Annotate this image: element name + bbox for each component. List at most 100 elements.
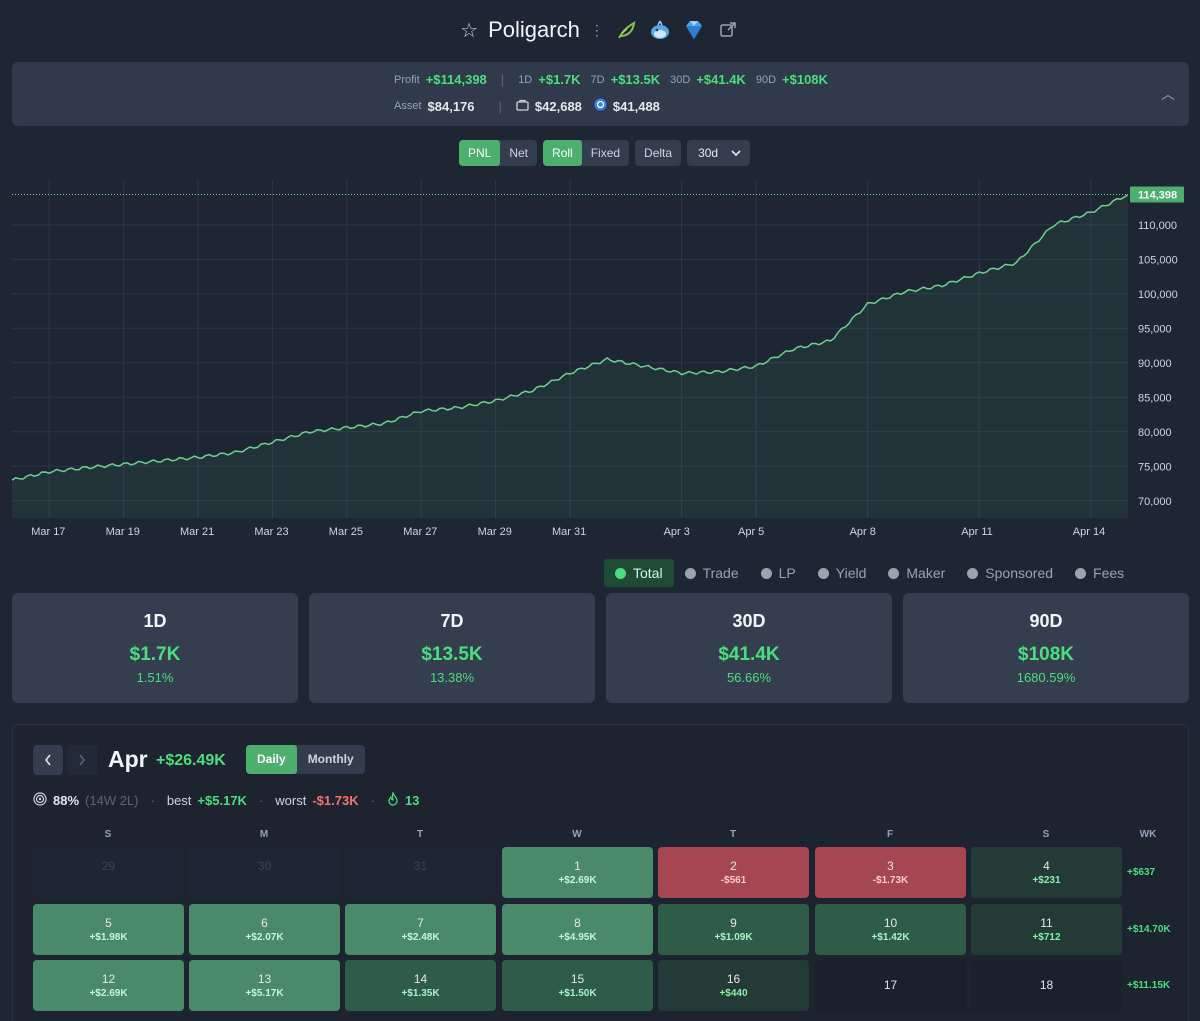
legend-label: Yield (835, 565, 867, 581)
legend-label: Sponsored (985, 565, 1054, 581)
external-link-icon[interactable] (716, 18, 740, 42)
day-number: 14 (413, 972, 428, 986)
legend-item-total[interactable]: Total (604, 559, 674, 587)
day-pnl: +$1.42K (871, 932, 910, 943)
d7-value: +$13.5K (610, 72, 661, 87)
day-number: 4 (1043, 859, 1050, 873)
calendar-day-cell[interactable]: 13 +$5.17K (189, 960, 340, 1011)
calendar-day-cell[interactable]: 9 +$1.09K (658, 904, 809, 955)
wallet-icon (516, 99, 529, 114)
day-number: 10 (883, 916, 898, 930)
month-title: Apr (108, 746, 148, 772)
x-tick-label: Mar 23 (254, 526, 288, 538)
profit-value: +$114,398 (425, 72, 487, 87)
separator-dot: · (150, 793, 155, 808)
day-number: 5 (105, 916, 112, 930)
calendar-day-cell[interactable]: 8 +$4.95K (502, 904, 653, 955)
legend-item-fees[interactable]: Fees (1064, 559, 1135, 587)
d30-value: +$41.4K (696, 72, 746, 87)
daily-button[interactable]: Daily (246, 745, 297, 774)
next-month-button[interactable] (67, 745, 97, 775)
calendar-day-cell[interactable]: 17 (815, 960, 966, 1011)
calendar-day-cell[interactable]: 4 +$231 (971, 847, 1122, 898)
period-label: 90D (1029, 611, 1063, 631)
x-tick-label: Mar 29 (478, 526, 512, 538)
win-loss-record: (14W 2L) (85, 793, 139, 808)
range-select-value: 30d (698, 146, 719, 160)
asset-label: Asset (394, 100, 422, 112)
target-icon (33, 792, 47, 809)
calendar-day-cell[interactable]: 6 +$2.07K (189, 904, 340, 955)
calendar-day-cell: 29 (33, 847, 184, 898)
streak-flame-icon (387, 791, 399, 809)
weekday-header: M (259, 829, 269, 840)
legend-item-yield[interactable]: Yield (807, 559, 878, 587)
diamond-badge-icon (682, 18, 706, 42)
calendar-day-cell[interactable]: 15 +$1.50K (502, 960, 653, 1011)
chevron-down-icon (731, 149, 741, 156)
whale-badge-icon (648, 18, 672, 42)
month-nav (33, 745, 97, 775)
day-pnl: +$712 (1032, 932, 1061, 943)
day-number: 6 (261, 916, 268, 930)
y-tick-label: 95,000 (1138, 323, 1172, 335)
day-number: 15 (570, 972, 585, 986)
legend-item-sponsored[interactable]: Sponsored (956, 559, 1064, 587)
week-total: +$11.15K (1127, 980, 1171, 991)
day-pnl: -$1.73K (872, 875, 909, 886)
day-pnl: +$2.69K (89, 988, 128, 999)
collapse-chevron-icon[interactable]: ︿ (1161, 86, 1175, 102)
pnl-button[interactable]: PNL (459, 140, 501, 166)
legend-item-maker[interactable]: Maker (877, 559, 956, 587)
favorite-star-icon[interactable]: ☆ (460, 19, 479, 42)
calendar-day-cell[interactable]: 14 +$1.35K (345, 960, 496, 1011)
legend-item-lp[interactable]: LP (750, 559, 807, 587)
calendar-day-cell[interactable]: 16 +$440 (658, 960, 809, 1011)
weekday-header: S (1042, 829, 1050, 840)
more-options-icon[interactable]: ⋮ (589, 21, 604, 38)
period-card-7d: 7D $13.5K 13.38% (309, 593, 595, 703)
calendar-day-cell[interactable]: 1 +$2.69K (502, 847, 653, 898)
day-number: 13 (257, 972, 272, 986)
legend-item-trade[interactable]: Trade (674, 559, 750, 587)
calendar-day-cell[interactable]: 11 +$712 (971, 904, 1122, 955)
monthly-button[interactable]: Monthly (307, 752, 354, 766)
fixed-button[interactable]: Fixed (590, 146, 621, 160)
x-tick-label: Mar 21 (180, 526, 214, 538)
range-select[interactable]: 30d (687, 140, 751, 166)
pnl-net-toggle: PNL Net (459, 140, 538, 166)
calendar-day-cell[interactable]: 12 +$2.69K (33, 960, 184, 1011)
day-pnl: +$5.17K (245, 988, 284, 999)
period-card-30d: 30D $41.4K 56.66% (606, 593, 892, 703)
profit-row: Profit +$114,398 | 1D +$1.7K 7D +$13.5K … (394, 72, 828, 87)
calendar-day-cell: 31 (345, 847, 496, 898)
chevron-right-icon (79, 754, 86, 766)
weekday-header: W (572, 829, 582, 840)
delta-button[interactable]: Delta (644, 146, 673, 160)
period-label: 7D (440, 611, 464, 631)
legend-label: LP (778, 565, 796, 581)
divider: | (498, 98, 502, 114)
calendar-day-cell[interactable]: 7 +$2.48K (345, 904, 496, 955)
calendar-day-cell[interactable]: 18 (971, 960, 1122, 1011)
roll-button[interactable]: Roll (543, 140, 582, 166)
x-tick-label: Apr 5 (738, 526, 764, 538)
period-value: $1.7K (129, 644, 181, 665)
calendar-day-cell[interactable]: 3 -$1.73K (815, 847, 966, 898)
day-number: 2 (730, 859, 737, 873)
prev-month-button[interactable] (33, 745, 63, 775)
day-pnl: +$2.48K (401, 932, 440, 943)
legend-label: Fees (1093, 565, 1125, 581)
calendar-day-cell[interactable]: 2 -$561 (658, 847, 809, 898)
pnl-area-fill (12, 194, 1128, 518)
x-tick-label: Apr 14 (1073, 526, 1105, 538)
net-button[interactable]: Net (509, 146, 529, 160)
legend-label: Trade (702, 565, 739, 581)
pnl-chart[interactable]: 70,000 75,000 80,000 85,000 90,000 95,000 100,… (0, 180, 1200, 540)
calendar-day-cell[interactable]: 10 +$1.42K (815, 904, 966, 955)
current-value-badge: 114,398 (1130, 186, 1184, 203)
day-pnl: +$4.95K (558, 932, 597, 943)
calendar-day-cell[interactable]: 5 +$1.98K (33, 904, 184, 955)
day-number: 8 (574, 916, 581, 930)
calendar-day-cell: 30 (189, 847, 340, 898)
